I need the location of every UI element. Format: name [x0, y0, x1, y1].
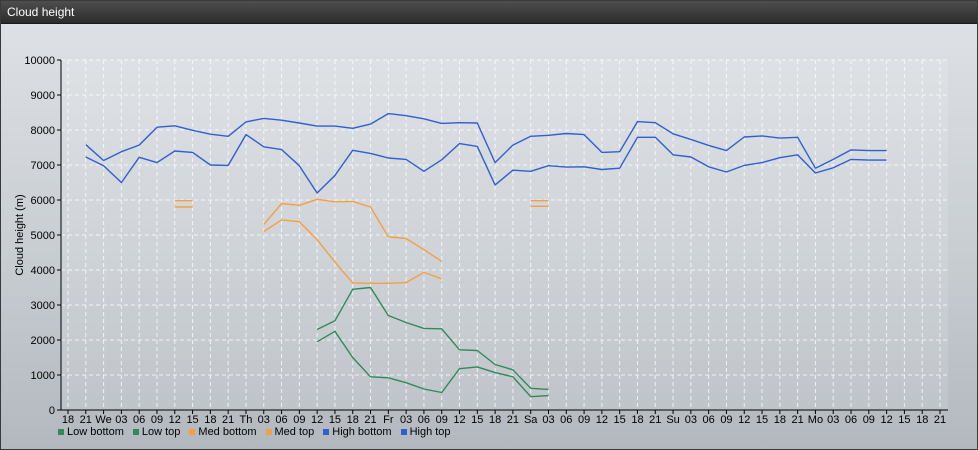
- legend-swatch: [189, 429, 196, 435]
- x-tick-label: 06: [418, 414, 430, 426]
- series-line-low-bottom: [316, 330, 549, 398]
- x-tick-label: 18: [489, 414, 501, 426]
- x-tick-label: 09: [293, 414, 305, 426]
- y-tick-label: 4000: [31, 265, 55, 277]
- x-axis-ticks: 18 21 We 03 06 09 12 15 18 21 Th 03 06 09 12 15 18 21 Fr 03…: [62, 410, 946, 426]
- x-tick-label: 12: [169, 414, 181, 426]
- legend-swatch: [323, 429, 330, 435]
- x-tick-label: Th: [240, 414, 253, 426]
- x-tick-label: 21: [792, 414, 804, 426]
- y-tick-label: 7000: [31, 160, 55, 172]
- x-tick-label: 06: [560, 414, 572, 426]
- x-tick-label: 18: [631, 414, 643, 426]
- x-tick-label: 21: [507, 414, 519, 426]
- legend-swatch: [265, 429, 272, 435]
- legend-label: High top: [409, 426, 451, 438]
- x-tick-label: 21: [222, 414, 234, 426]
- x-tick-label: Sa: [524, 414, 538, 426]
- legend-item[interactable]: Low top: [132, 426, 181, 438]
- y-tick-label: 3000: [31, 300, 55, 312]
- x-tick-label: 06: [275, 414, 287, 426]
- y-tick-label: 10000: [24, 55, 55, 67]
- x-tick-label: 03: [115, 414, 127, 426]
- x-tick-label: 03: [827, 414, 839, 426]
- x-tick-label: 03: [685, 414, 697, 426]
- x-tick-label: 09: [436, 414, 448, 426]
- legend-label: Med bottom: [198, 426, 257, 438]
- y-axis-label: Cloud height (m): [14, 194, 26, 275]
- x-tick-label: 21: [80, 414, 92, 426]
- y-tick-label: 6000: [31, 195, 55, 207]
- y-tick-label: 2000: [31, 335, 55, 347]
- x-tick-label: 18: [774, 414, 786, 426]
- y-tick-label: 1000: [31, 370, 55, 382]
- grid: [61, 59, 948, 410]
- x-tick-label: 18: [62, 414, 74, 426]
- x-tick-label: 06: [845, 414, 857, 426]
- x-tick-label: 06: [133, 414, 145, 426]
- legend-label: Low bottom: [67, 426, 124, 438]
- x-tick-label: 12: [880, 414, 892, 426]
- x-tick-label: 03: [400, 414, 412, 426]
- x-tick-label: Fr: [383, 414, 394, 426]
- x-tick-label: 15: [898, 414, 910, 426]
- x-tick-label: 15: [186, 414, 198, 426]
- legend-label: High bottom: [332, 426, 392, 438]
- x-tick-label: 09: [720, 414, 732, 426]
- x-tick-label: 12: [453, 414, 465, 426]
- x-tick-label: 15: [614, 414, 626, 426]
- title-bar: Cloud height: [1, 1, 977, 24]
- legend-item[interactable]: Low bottom: [58, 426, 124, 438]
- y-tick-label: 8000: [31, 125, 55, 137]
- x-tick-label: 09: [863, 414, 875, 426]
- x-tick-label: 09: [151, 414, 163, 426]
- legend-item[interactable]: High top: [400, 426, 451, 438]
- legend: Low bottom Low top Med bottom Med top High b…: [58, 426, 451, 438]
- x-tick-label: 21: [364, 414, 376, 426]
- x-tick-label: 09: [578, 414, 590, 426]
- y-tick-label: 9000: [31, 90, 55, 102]
- legend-label: Low top: [141, 426, 181, 438]
- x-tick-label: 15: [471, 414, 483, 426]
- x-tick-label: 12: [738, 414, 750, 426]
- x-tick-label: 21: [934, 414, 946, 426]
- x-tick-label: 06: [703, 414, 715, 426]
- legend-item[interactable]: High bottom: [323, 426, 392, 438]
- legend-swatch: [58, 429, 64, 435]
- x-tick-label: 18: [347, 414, 359, 426]
- x-tick-label: 03: [258, 414, 270, 426]
- series-line-med-top: [263, 198, 443, 262]
- x-tick-label: 03: [542, 414, 554, 426]
- y-axis-ticks: 0 1000 2000 3000 4000 5000 6000 7000 8000 9000 100…: [24, 55, 61, 417]
- series-line-high-bottom: [85, 133, 887, 194]
- y-tick-label: 5000: [31, 230, 55, 242]
- x-tick-label: 12: [596, 414, 608, 426]
- x-tick-label: 15: [756, 414, 768, 426]
- legend-swatch: [132, 429, 139, 435]
- window-title: Cloud height: [7, 5, 75, 19]
- series-line-med-bottom: [263, 219, 442, 284]
- series-line-low-top: [316, 286, 549, 391]
- legend-item[interactable]: Med bottom: [189, 426, 257, 438]
- x-tick-label: 18: [204, 414, 216, 426]
- x-tick-label: 21: [649, 414, 661, 426]
- x-tick-label: We: [95, 414, 111, 426]
- legend-label: Med top: [274, 426, 315, 438]
- x-tick-label: 15: [329, 414, 341, 426]
- x-tick-label: 18: [916, 414, 928, 426]
- y-tick-label: 0: [49, 405, 55, 417]
- x-tick-label: 12: [311, 414, 323, 426]
- x-tick-label: Su: [666, 414, 679, 426]
- series-line-high-top: [85, 112, 887, 169]
- legend-swatch: [400, 429, 407, 435]
- legend-item[interactable]: Med top: [265, 426, 315, 438]
- x-tick-label: Mo: [808, 414, 823, 426]
- series-lines: [85, 112, 887, 398]
